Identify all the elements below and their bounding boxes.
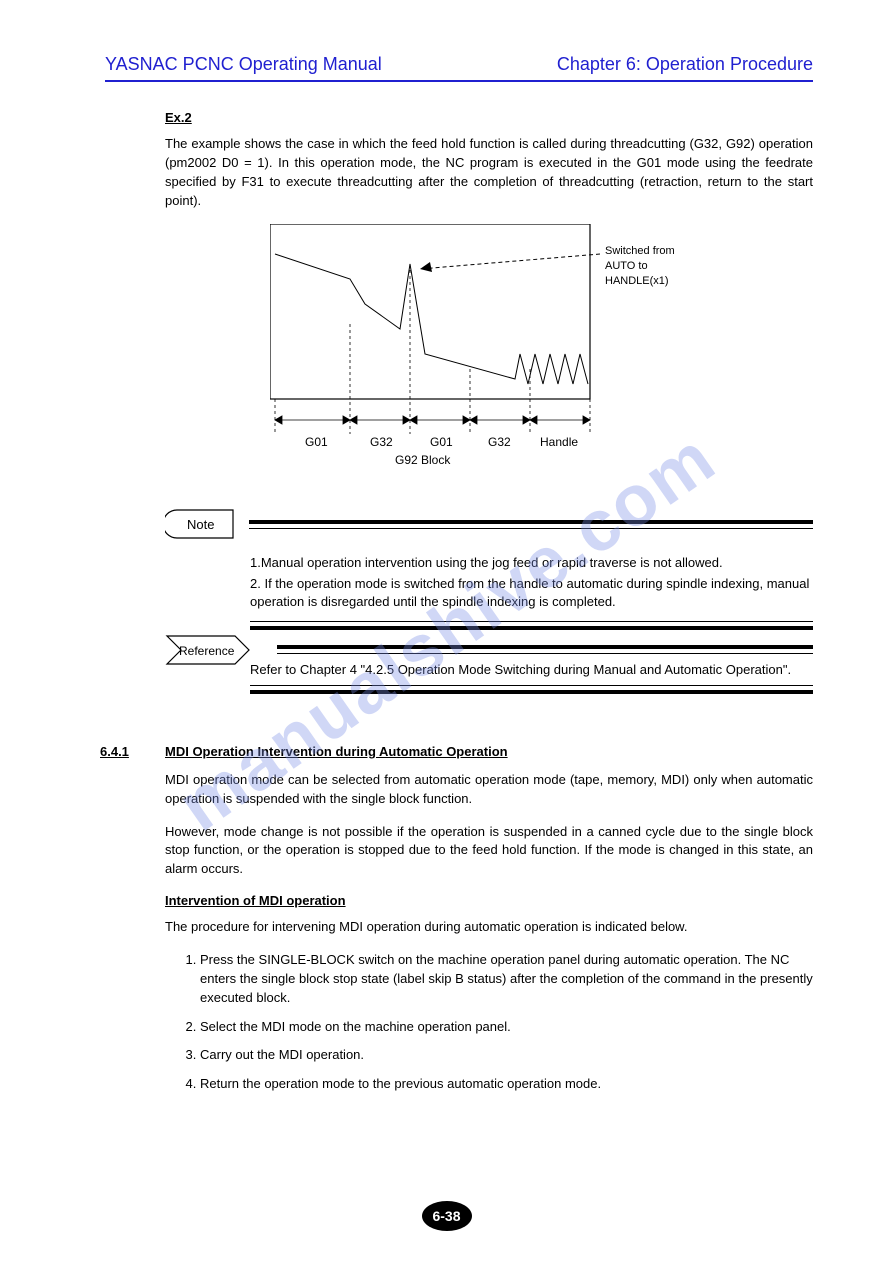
header-title: YASNAC PCNC Operating Manual (105, 54, 382, 75)
note-icon: Note (165, 508, 235, 540)
section-p1: MDI operation mode can be selected from … (165, 771, 813, 809)
section-p3-text: The procedure for intervening MDI operat… (165, 918, 813, 937)
example-heading: Ex.2 (165, 110, 813, 125)
chart-label-g01-2: G01 (430, 435, 453, 449)
section-number: 6.4.1 (100, 744, 129, 759)
header-divider (105, 80, 813, 82)
chart-label-g32-1: G32 (370, 435, 393, 449)
chart-callout-2: AUTO to (605, 260, 648, 272)
chart-diagram: G01 G32 G01 G32 Handle G92 Block Switche… (270, 224, 813, 474)
header-section: Chapter 6: Operation Procedure (557, 54, 813, 75)
svg-text:Note: Note (187, 517, 214, 532)
step-2: Select the MDI mode on the machine opera… (200, 1018, 813, 1037)
note-item-1: 1.Manual operation intervention using th… (250, 554, 813, 572)
section-title: MDI Operation Intervention during Automa… (165, 744, 813, 759)
step-3: Carry out the MDI operation. (200, 1046, 813, 1065)
chart-label-g32-2: G32 (488, 435, 511, 449)
chart-label-g01-1: G01 (305, 435, 328, 449)
section-p3-heading: Intervention of MDI operation (165, 893, 813, 908)
reference-text: Refer to Chapter 4 "4.2.5 Operation Mode… (250, 662, 813, 677)
example-text: The example shows the case in which the … (165, 135, 813, 210)
step-4: Return the operation mode to the previou… (200, 1075, 813, 1094)
chart-callout-1: Switched from (605, 245, 675, 257)
reference-icon: Reference (165, 634, 235, 666)
section-p2: However, mode change is not possible if … (165, 823, 813, 880)
chart-callout-3: HANDLE(x1) (605, 275, 669, 287)
chart-label-handle: Handle (540, 435, 578, 449)
svg-text:Reference: Reference (179, 644, 235, 658)
note-item-2: 2. If the operation mode is switched fro… (250, 575, 813, 611)
page-number: 6-38 (422, 1201, 472, 1231)
chart-bottom-caption: G92 Block (395, 453, 451, 467)
step-1: Press the SINGLE-BLOCK switch on the mac… (200, 951, 813, 1008)
